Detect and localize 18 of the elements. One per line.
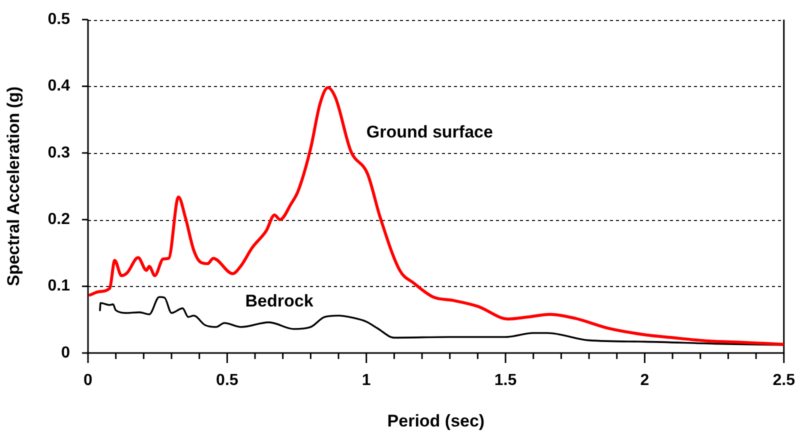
y-tick-label: 0.4 bbox=[48, 78, 70, 95]
series-label: Bedrock bbox=[245, 291, 314, 310]
x-tick-label: 0 bbox=[84, 372, 93, 390]
x-tick-label: 1.5 bbox=[494, 372, 517, 390]
line-series bbox=[88, 86, 784, 346]
y-tick-label: 0 bbox=[61, 344, 70, 362]
line-series bbox=[99, 296, 784, 346]
y-tick-label: 0.2 bbox=[48, 211, 70, 228]
y-tick-label: 0.1 bbox=[48, 278, 70, 295]
y-tick-label: 0.3 bbox=[48, 144, 70, 162]
y-axis-title: Spectral Acceleration (g) bbox=[4, 86, 23, 286]
x-tick-label: 1 bbox=[362, 372, 371, 390]
x-tick-label: 2 bbox=[640, 372, 650, 390]
x-tick-label: 2.5 bbox=[772, 372, 796, 390]
x-tick-label: 0.5 bbox=[216, 372, 238, 390]
series-label: Ground surface bbox=[366, 122, 493, 142]
x-axis-title: Period (sec) bbox=[387, 411, 485, 430]
y-tick-label: 0.5 bbox=[48, 11, 70, 28]
